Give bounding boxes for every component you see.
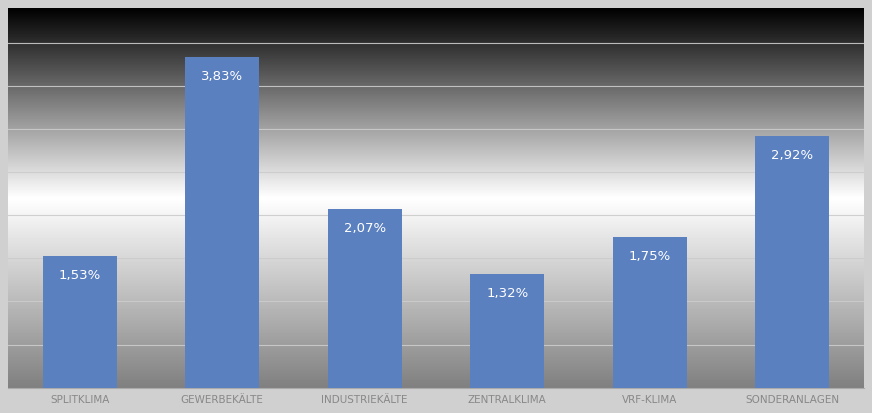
Text: 2,07%: 2,07% (344, 222, 385, 235)
Bar (613, 237, 687, 388)
Text: 3,83%: 3,83% (201, 70, 243, 83)
Bar (43, 256, 117, 388)
Text: 2,92%: 2,92% (772, 149, 814, 162)
Bar (185, 57, 259, 388)
Bar (755, 136, 829, 388)
Text: 1,75%: 1,75% (629, 250, 671, 263)
Text: 1,53%: 1,53% (58, 269, 101, 282)
Bar (470, 274, 544, 388)
Text: 1,32%: 1,32% (487, 287, 528, 300)
Bar (328, 209, 402, 388)
